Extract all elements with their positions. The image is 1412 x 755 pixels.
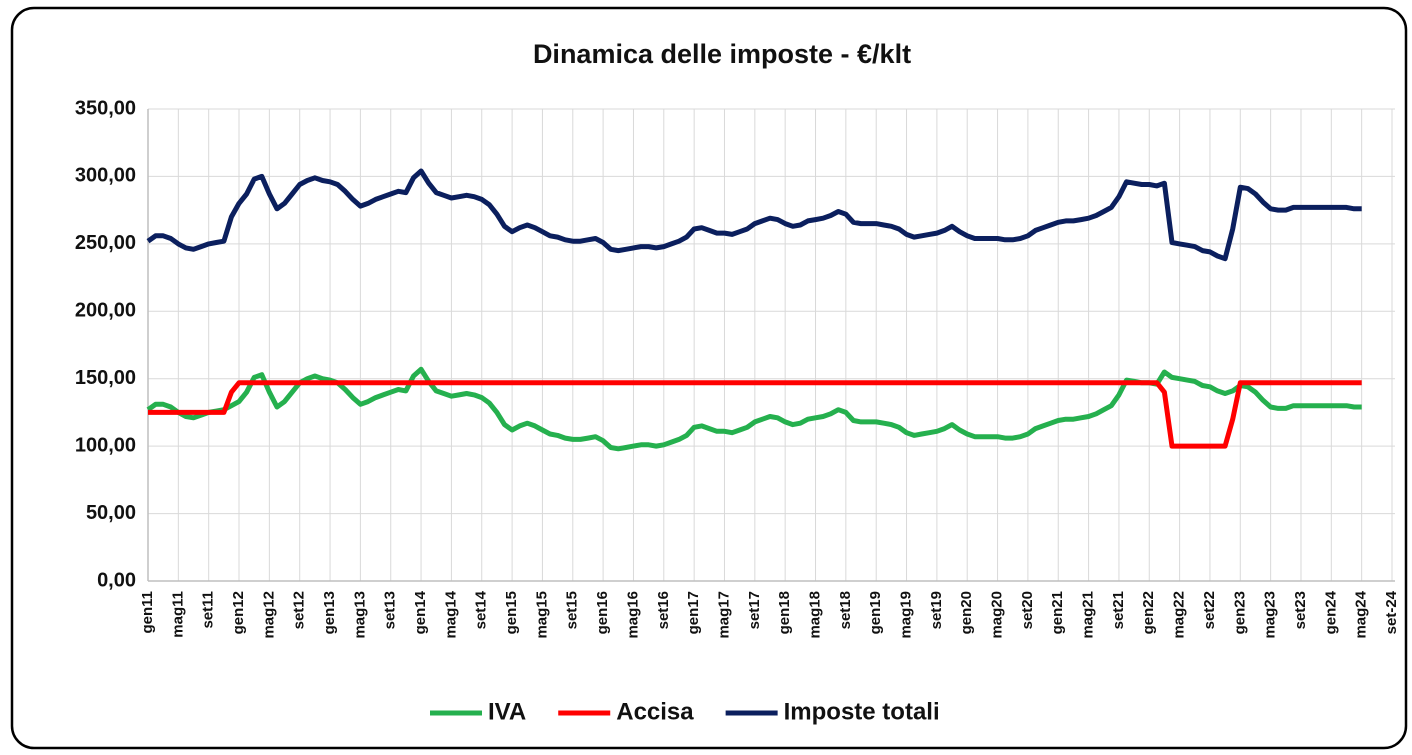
x-tick-label: gen16 <box>594 591 611 634</box>
y-tick-label: 50,00 <box>86 502 136 524</box>
x-tick-label: mag22 <box>1171 591 1188 639</box>
x-tick-label: set22 <box>1201 591 1218 629</box>
x-tick-label: set20 <box>1019 591 1036 629</box>
x-tick-label: gen24 <box>1322 590 1339 634</box>
x-tick-label: gen23 <box>1231 591 1248 634</box>
x-tick-label: mag23 <box>1262 591 1279 639</box>
x-tick-label: gen14 <box>412 590 429 634</box>
x-tick-label: mag19 <box>898 591 915 639</box>
x-tick-label: gen11 <box>139 591 156 634</box>
legend-label: Accisa <box>616 698 694 725</box>
x-tick-label: gen22 <box>1140 591 1157 634</box>
x-tick-label: mag11 <box>169 591 186 638</box>
x-tick-label: gen21 <box>1049 591 1066 634</box>
x-tick-label: set14 <box>473 590 490 629</box>
x-tick-label: set23 <box>1292 591 1309 629</box>
x-tick-label: set21 <box>1110 591 1127 629</box>
x-tick-label: gen15 <box>503 591 520 634</box>
y-tick-label: 350,00 <box>75 97 136 119</box>
x-tick-label: gen20 <box>958 591 975 634</box>
x-tick-label: mag16 <box>624 591 641 639</box>
y-tick-label: 100,00 <box>75 434 136 456</box>
x-tick-label: gen13 <box>321 591 338 634</box>
x-tick-label: set11 <box>200 591 217 629</box>
series-line <box>146 366 1362 452</box>
x-tick-label: set12 <box>291 591 308 629</box>
x-tick-label: set-24 <box>1383 590 1400 634</box>
y-tick-label: 200,00 <box>75 300 136 322</box>
x-tick-label: set16 <box>655 591 672 629</box>
chart-title: Dinamica delle imposte - €/klt <box>533 39 911 69</box>
x-tick-label: mag21 <box>1080 591 1097 639</box>
x-tick-label: mag20 <box>989 591 1006 639</box>
legend-label: IVA <box>488 698 526 725</box>
x-tick-label: gen12 <box>230 591 247 634</box>
x-tick-label: mag15 <box>533 591 550 639</box>
x-tick-label: mag18 <box>806 591 823 639</box>
y-tick-label: 0,00 <box>97 569 136 591</box>
x-tick-label: set13 <box>382 591 399 629</box>
x-tick-label: gen19 <box>867 591 884 634</box>
x-tick-label: set18 <box>837 591 854 629</box>
legend-label: Imposte totali <box>784 698 940 725</box>
x-tick-label: mag14 <box>442 590 459 638</box>
x-tick-label: mag24 <box>1353 590 1370 638</box>
series-line <box>148 380 1362 449</box>
x-tick-label: set17 <box>746 591 763 629</box>
x-tick-label: gen18 <box>776 591 793 634</box>
x-tick-label: set19 <box>928 591 945 629</box>
series-line <box>146 168 1362 262</box>
y-tick-label: 150,00 <box>75 367 136 389</box>
chart-frame <box>10 6 1408 750</box>
y-tick-label: 250,00 <box>75 232 136 254</box>
x-tick-label: mag17 <box>715 591 732 639</box>
y-tick-label: 300,00 <box>75 165 136 187</box>
x-tick-label: set15 <box>564 591 581 629</box>
x-tick-label: mag13 <box>351 591 368 639</box>
x-tick-label: mag12 <box>260 591 277 639</box>
x-tick-label: gen17 <box>685 591 702 634</box>
